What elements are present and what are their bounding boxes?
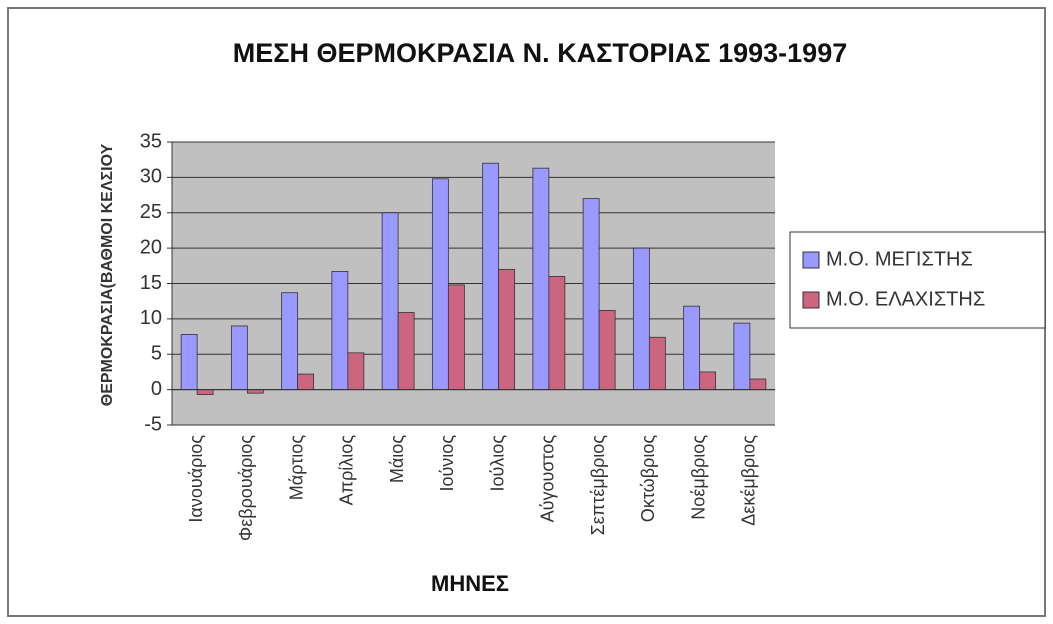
x-tick-label: Δεκέμβριος (739, 435, 759, 526)
x-tick-label: Νοέμβριος (688, 435, 708, 520)
y-tick-label: 15 (140, 272, 162, 294)
bar (447, 284, 465, 391)
y-tick-label: -5 (144, 413, 162, 435)
x-tick-label: Απρίλιος (337, 435, 357, 506)
bar (347, 352, 365, 391)
x-tick-label: Μάρτιος (286, 435, 306, 501)
bar (582, 198, 600, 391)
bar (297, 373, 315, 391)
x-axis-label: ΜΗΝΕΣ (431, 571, 509, 596)
legend-label: Μ.Ο. ΜΕΓΙΣΤΗΣ (826, 248, 973, 270)
legend (789, 231, 1046, 329)
bar (281, 292, 299, 391)
legend-label: Μ.Ο. ΕΛΑΧΙΣΤΗΣ (826, 288, 985, 310)
bar (648, 336, 666, 391)
bar (532, 167, 550, 391)
bar (230, 325, 248, 391)
x-tick-label: Ιανουάριος (186, 435, 206, 523)
bar (548, 276, 566, 391)
bar (482, 162, 500, 391)
x-tick-label: Ιούνιος (437, 435, 457, 492)
bar (498, 268, 516, 391)
y-tick-label: 30 (140, 166, 162, 188)
legend-swatch (802, 291, 820, 309)
x-tick-label: Ιούλιος (487, 435, 507, 492)
y-tick-label: 0 (151, 378, 162, 400)
bar (632, 247, 650, 391)
y-axis-label: ΘΕΡΜΟΚΡΑΣΙΑ(ΒΑΘΜΟΙ ΚΕΛΣΙΟΥ (99, 143, 116, 406)
bar (749, 378, 767, 391)
bar (431, 178, 449, 391)
bar (598, 309, 616, 391)
chart-title: ΜΕΣΗ ΘΕΡΜΟΚΡΑΣΙΑ Ν. ΚΑΣΤΟΡΙΑΣ 1993-1997 (233, 38, 847, 68)
x-tick-label: Σεπτέμβριος (588, 435, 608, 536)
legend-swatch (802, 251, 820, 269)
x-tick-label: Φεβρουάριος (236, 435, 256, 541)
y-tick-label: 20 (140, 236, 162, 258)
bar (331, 271, 349, 391)
x-tick-label: Οκτώβριος (638, 435, 658, 523)
x-tick-label: Αύγουστος (538, 435, 558, 523)
y-tick-label: 10 (140, 307, 162, 329)
bar (397, 312, 415, 391)
bar (196, 389, 214, 395)
bar (246, 389, 264, 394)
y-tick-label: 25 (140, 201, 162, 223)
bar (683, 305, 701, 391)
bar (699, 371, 717, 391)
y-tick-label: 35 (140, 130, 162, 152)
bar (733, 322, 751, 391)
bar (381, 212, 399, 391)
y-tick-label: 5 (151, 343, 162, 365)
x-tick-label: Μάιος (387, 435, 407, 483)
bar (180, 334, 198, 391)
